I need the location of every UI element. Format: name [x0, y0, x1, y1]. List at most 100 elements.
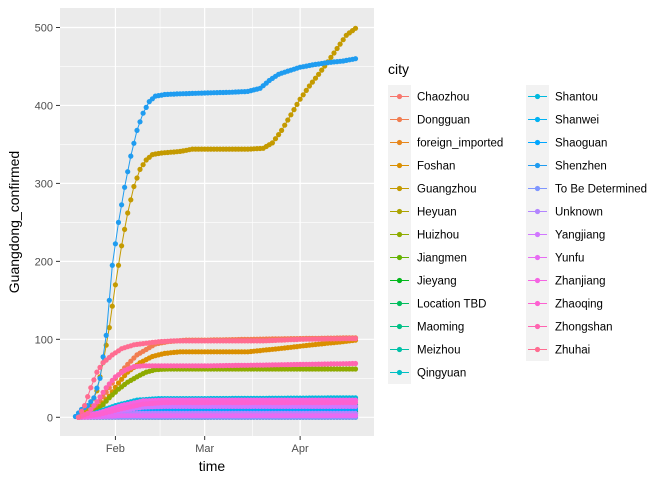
- data-point: [100, 402, 106, 408]
- x-axis-title: time: [199, 458, 226, 474]
- legend-key-point: [396, 116, 403, 123]
- data-point: [103, 332, 109, 338]
- data-point: [337, 41, 343, 47]
- legend-item: Yunfu: [526, 246, 584, 269]
- data-point: [94, 399, 100, 405]
- data-point: [125, 210, 131, 216]
- legend-item: Chaozhou: [388, 85, 469, 108]
- legend-key-point: [396, 277, 403, 284]
- x-axis: Feb Mar Apr: [106, 436, 309, 455]
- legend-key-point: [534, 208, 541, 215]
- legend-item: Qingyuan: [388, 361, 466, 384]
- data-point: [91, 395, 97, 401]
- data-point: [91, 403, 97, 409]
- y-tick-label: 100: [35, 334, 53, 346]
- legend-key-point: [396, 231, 403, 238]
- data-point: [352, 336, 359, 342]
- panel-background: [60, 8, 374, 436]
- legend-key-point: [396, 346, 403, 353]
- legend-key-point: [534, 254, 541, 261]
- series-layer: [72, 25, 359, 420]
- data-point: [85, 410, 91, 416]
- legend-key-point: [534, 185, 541, 192]
- data-point: [352, 25, 359, 31]
- data-point: [78, 408, 85, 414]
- data-point: [352, 56, 359, 62]
- data-point: [306, 83, 312, 89]
- legend-item: foreign_imported: [388, 131, 503, 154]
- data-point: [131, 140, 137, 146]
- legend-item: Shantou: [526, 85, 598, 108]
- legend-label: Zhongshan: [555, 322, 613, 334]
- legend-label: Yangjiang: [555, 230, 605, 242]
- legend-item: Shenzhen: [526, 154, 607, 177]
- data-point: [115, 380, 122, 386]
- data-point: [334, 45, 340, 52]
- x-tick-label: Feb: [106, 443, 125, 455]
- y-tick-label: 0: [47, 412, 53, 424]
- data-point: [119, 376, 125, 382]
- data-point: [100, 389, 106, 395]
- legend-label: Shaoguan: [555, 138, 607, 150]
- data-point: [91, 377, 97, 383]
- legend-item: Guangzhou: [388, 177, 476, 200]
- data-point: [128, 153, 134, 159]
- legend-label: Shanwei: [555, 115, 599, 127]
- legend-key-point: [534, 277, 541, 284]
- legend-item: Unknown: [526, 200, 603, 223]
- y-tick-label: 200: [35, 256, 53, 268]
- y-axis: 0 100 200 300 400 500: [35, 22, 60, 424]
- y-tick-label: 400: [35, 100, 53, 112]
- series-zhuhai: [75, 336, 359, 420]
- data-point: [352, 403, 359, 409]
- legend-label: Chaozhou: [417, 92, 469, 104]
- data-point: [94, 369, 100, 375]
- y-tick-label: 500: [35, 22, 53, 34]
- legend-label: Guangzhou: [417, 184, 476, 196]
- legend-item: Heyuan: [388, 200, 457, 223]
- legend-label: Foshan: [417, 161, 455, 173]
- legend-key-point: [396, 139, 403, 146]
- data-point: [122, 184, 128, 190]
- y-axis-title: Guangdong_confirmed: [6, 151, 22, 293]
- legend-key-point: [396, 208, 403, 215]
- legend-key-point: [396, 185, 403, 192]
- legend-item: Shaoguan: [526, 131, 607, 154]
- data-point: [125, 169, 131, 175]
- data-point: [309, 79, 315, 85]
- data-point: [115, 262, 122, 268]
- series-guangzhou: [75, 25, 359, 420]
- legend-label: foreign_imported: [417, 138, 503, 150]
- data-point: [288, 112, 294, 118]
- legend-label: Jiangmen: [417, 253, 467, 265]
- data-point: [352, 360, 359, 367]
- data-point: [75, 414, 82, 420]
- data-point: [106, 381, 112, 387]
- data-point: [328, 54, 334, 61]
- legend-key-point: [534, 346, 541, 353]
- legend-item: Zhuhai: [526, 338, 590, 361]
- data-point: [82, 403, 88, 409]
- legend-item: Foshan: [388, 154, 455, 177]
- data-point: [319, 67, 325, 73]
- y-tick-label: 300: [35, 178, 53, 190]
- data-point: [134, 175, 140, 181]
- legend-item: Shanwei: [526, 108, 599, 131]
- data-point: [112, 241, 118, 247]
- data-point: [276, 132, 282, 138]
- data-point: [294, 101, 300, 107]
- data-point: [140, 162, 146, 168]
- legend-label: Unknown: [555, 207, 603, 219]
- data-point: [88, 399, 94, 405]
- series-shenzhen: [72, 56, 359, 420]
- data-point: [97, 364, 103, 370]
- data-point: [291, 107, 297, 113]
- data-point: [285, 117, 291, 123]
- legend-item: Zhongshan: [526, 315, 613, 338]
- data-point: [106, 325, 112, 331]
- legend-item: Dongguan: [388, 108, 470, 131]
- data-point: [119, 243, 125, 249]
- data-point: [97, 375, 103, 381]
- data-point: [134, 127, 140, 133]
